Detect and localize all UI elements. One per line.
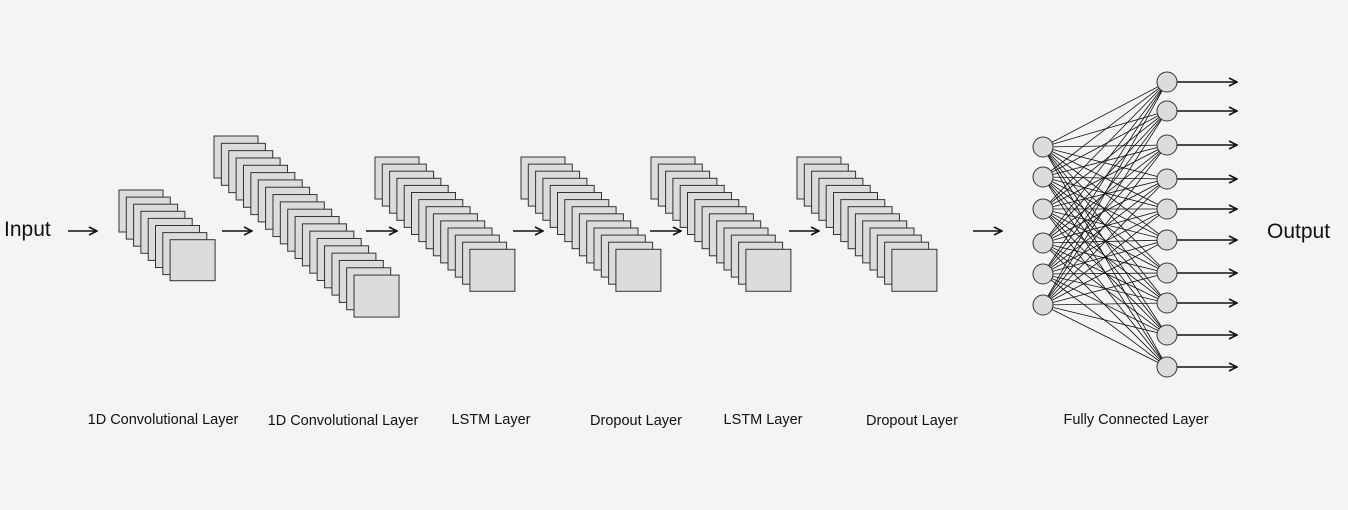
connection-line [1042,208,1168,368]
layer-label-conv1: 1D Convolutional Layer [87,412,239,428]
fully-connected-network [1032,71,1237,378]
layer-label-dropout1: Dropout Layer [590,413,682,429]
connection-line [1042,110,1168,275]
connection-line [1042,208,1168,304]
output-node [1156,71,1178,93]
feature-map-front [891,248,938,292]
connection-line [1042,178,1168,275]
layer-stack-5 [650,156,792,292]
output-node [1156,324,1178,346]
layer-stack-6 [796,156,938,292]
connection-line [1042,144,1168,275]
output-node [1156,262,1178,284]
output-node [1156,229,1178,251]
feature-map-front [353,274,400,318]
input-node [1032,232,1054,254]
input-label: Input [4,218,51,241]
layer-stacks [118,135,938,318]
connections [1042,81,1168,368]
feature-map-front [745,248,792,292]
connection-line [1042,208,1168,274]
connection-line [1042,81,1168,306]
connection-line [1042,178,1168,244]
layer-label-conv2: 1D Convolutional Layer [267,413,419,429]
output-node [1156,134,1178,156]
layer-stack-4 [520,156,662,292]
connection-line [1042,81,1168,148]
output-node [1156,168,1178,190]
connection-line [1042,239,1168,306]
connection-line [1042,176,1168,304]
input-node [1032,198,1054,220]
connection-line [1042,110,1168,178]
connection-line [1042,304,1168,336]
layer-label-lstm1: LSTM Layer [451,412,531,428]
feature-map-front [615,248,662,292]
input-node [1032,263,1054,285]
output-node [1156,198,1178,220]
connection-line [1042,272,1168,275]
layer-label-dropout2: Dropout Layer [866,413,958,429]
connection-line [1042,110,1168,306]
connection-line [1042,81,1168,178]
input-node [1032,294,1054,316]
output-node [1156,292,1178,314]
layer-stack-2 [213,135,400,318]
connection-line [1042,178,1168,306]
input-node [1032,166,1054,188]
connection-line [1042,208,1168,306]
output-node [1156,356,1178,378]
connection-line [1042,304,1168,368]
connection-line [1042,242,1168,274]
connection-line [1042,272,1168,306]
connection-line [1042,144,1168,178]
connection-line [1042,302,1168,306]
connection-line [1042,81,1168,210]
output-node [1156,100,1178,122]
layer-label-lstm2: LSTM Layer [723,412,803,428]
layer-stack-1 [118,189,216,282]
layer-stack-3 [374,156,516,292]
connection-line [1042,242,1168,368]
layer-label-dense: Fully Connected Layer [1063,412,1209,428]
connection-line [1042,81,1168,244]
connection-line [1042,110,1168,244]
output-label: Output [1267,220,1331,243]
connection-line [1042,208,1168,336]
input-node [1032,136,1054,158]
feature-map-front [169,239,216,282]
feature-map-front [469,248,516,292]
connection-line [1042,110,1168,210]
connection-line [1042,144,1168,306]
connection-line [1042,81,1168,275]
